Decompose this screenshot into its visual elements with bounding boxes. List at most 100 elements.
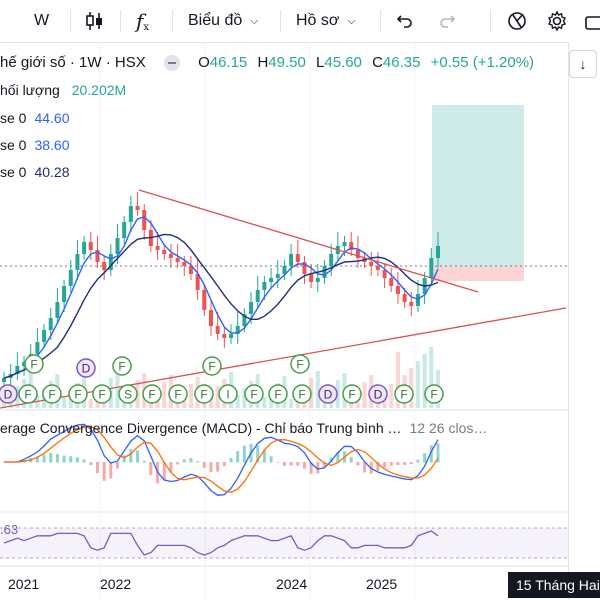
- event-marker[interactable]: F: [168, 384, 188, 404]
- event-marker[interactable]: S: [118, 384, 138, 404]
- indicator-value: 38.60: [34, 137, 70, 153]
- event-marker[interactable]: D: [318, 384, 338, 404]
- camera-icon[interactable]: [584, 0, 600, 42]
- event-marker[interactable]: F: [24, 354, 44, 374]
- volume-label[interactable]: hối lượng: [0, 82, 60, 98]
- profile-dropdown[interactable]: Hồ sơ ⌵: [296, 0, 356, 42]
- interval-button[interactable]: W: [34, 0, 49, 42]
- candles-icon[interactable]: [84, 0, 106, 42]
- indicator-legend-3[interactable]: se 0 40.28: [0, 164, 70, 180]
- macd-histogram-bar: [202, 462, 206, 468]
- event-marker[interactable]: D: [368, 384, 388, 404]
- macd-histogram-bar: [336, 452, 340, 463]
- candle-body: [382, 270, 387, 278]
- toolbar-divider: [490, 10, 491, 32]
- candle-body: [35, 342, 40, 354]
- candle-body: [229, 334, 234, 338]
- event-marker[interactable]: F: [42, 384, 62, 404]
- undo-icon[interactable]: [396, 0, 414, 42]
- rsi-legend[interactable]: .63: [0, 522, 18, 537]
- event-marker[interactable]: F: [18, 384, 38, 404]
- scroll-down-arrow-icon[interactable]: ↓: [569, 50, 597, 78]
- position-loss-zone[interactable]: [432, 266, 524, 281]
- indicator-value: 44.60: [34, 110, 70, 126]
- macd-histogram-bar: [216, 462, 220, 472]
- macd-histogram-bar: [356, 462, 360, 466]
- close-value: 46.35: [382, 54, 421, 71]
- macd-histogram-bar: [429, 445, 433, 463]
- volume-value: 20.202M: [71, 82, 127, 98]
- macd-histogram-bar: [236, 451, 240, 463]
- candle-body: [168, 254, 173, 258]
- event-marker[interactable]: F: [290, 354, 310, 374]
- event-marker[interactable]: I: [218, 384, 238, 404]
- event-marker[interactable]: F: [394, 384, 414, 404]
- event-marker[interactable]: F: [68, 384, 88, 404]
- macd-histogram-bar: [189, 458, 193, 463]
- volume-bar: [429, 347, 434, 408]
- low-label: L: [316, 54, 325, 71]
- event-marker[interactable]: D: [76, 358, 96, 378]
- event-marker[interactable]: F: [342, 384, 362, 404]
- event-marker[interactable]: F: [244, 384, 264, 404]
- change-value: +0.55 (+1.20%): [430, 54, 535, 71]
- indicator-legend-1[interactable]: se 0 44.60: [0, 110, 70, 126]
- candle-body: [68, 270, 73, 286]
- redo-icon[interactable]: [438, 0, 456, 42]
- price-axis[interactable]: [568, 42, 600, 600]
- trend-line-upper[interactable]: [138, 189, 479, 293]
- toolbar-divider: [280, 10, 281, 32]
- event-marker[interactable]: F: [112, 356, 132, 376]
- svg-text:F: F: [118, 360, 125, 374]
- event-marker[interactable]: F: [292, 384, 312, 404]
- candle-body: [355, 250, 360, 258]
- candle-body: [215, 326, 220, 334]
- volume-bar: [262, 397, 267, 408]
- symbol-title[interactable]: hế giới số · 1W · HSX: [0, 54, 146, 71]
- event-marker[interactable]: F: [268, 384, 288, 404]
- x-tick-label: 2024: [276, 576, 308, 592]
- candle-body: [282, 266, 287, 274]
- high-value: 49.50: [268, 54, 306, 71]
- candle-body: [342, 242, 347, 246]
- event-marker[interactable]: F: [194, 384, 214, 404]
- volume-bar: [289, 399, 294, 408]
- svg-text:F: F: [208, 360, 215, 374]
- macd-histogram-bar: [209, 462, 213, 473]
- chevron-down-icon: ⌵: [250, 14, 259, 27]
- indicator-value: 40.28: [34, 164, 70, 180]
- svg-text:F: F: [400, 388, 407, 402]
- macd-histogram-bar: [162, 462, 166, 481]
- candle-body: [322, 266, 327, 278]
- event-marker[interactable]: F: [202, 356, 222, 376]
- event-marker[interactable]: F: [424, 384, 444, 404]
- event-marker[interactable]: F: [142, 384, 162, 404]
- volume-bar: [188, 384, 193, 408]
- position-profit-zone[interactable]: [432, 105, 524, 266]
- visibility-toggle[interactable]: [163, 55, 180, 72]
- macd-histogram-bar: [376, 462, 380, 471]
- macd-legend[interactable]: erage Convergence Divergence (MACD) - Ch…: [0, 420, 487, 436]
- svg-text:F: F: [98, 388, 105, 402]
- gear-icon[interactable]: [546, 0, 568, 42]
- rsi-band: [0, 528, 568, 558]
- volume-bar: [215, 386, 220, 408]
- indicator-label: se 0: [0, 164, 27, 180]
- replay-icon[interactable]: [506, 0, 528, 42]
- event-marker[interactable]: D: [0, 384, 18, 404]
- volume-bar: [235, 395, 240, 408]
- event-marker[interactable]: F: [92, 384, 112, 404]
- candle-body: [255, 290, 260, 302]
- svg-text:D: D: [82, 362, 91, 376]
- macd-histogram-bar: [322, 462, 326, 468]
- layout-dropdown[interactable]: Biểu đồ ⌵: [188, 0, 259, 42]
- macd-signal-line: [4, 425, 439, 493]
- macd-line: [4, 423, 439, 496]
- volume-bar: [15, 386, 20, 408]
- macd-histogram-bar: [182, 459, 186, 463]
- candle-body: [175, 258, 180, 262]
- minus-icon: [167, 62, 176, 65]
- macd-title: erage Convergence Divergence (MACD) - Ch…: [0, 420, 402, 436]
- indicator-legend-2[interactable]: se 0 38.60: [0, 137, 70, 153]
